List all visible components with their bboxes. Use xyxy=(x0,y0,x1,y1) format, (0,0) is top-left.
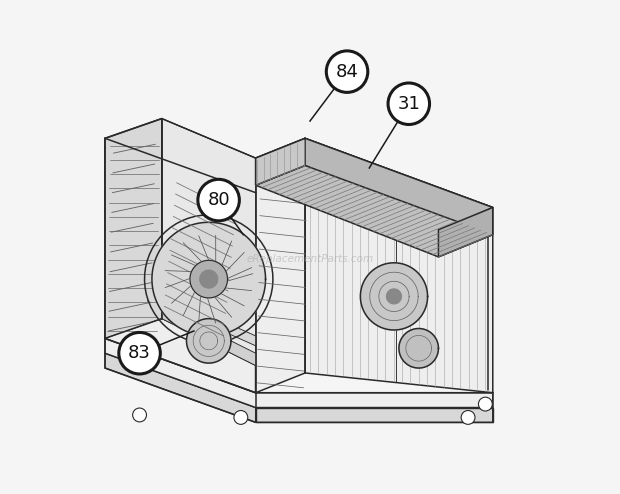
Text: 84: 84 xyxy=(335,63,358,81)
Polygon shape xyxy=(162,119,255,358)
Polygon shape xyxy=(152,222,265,336)
Circle shape xyxy=(479,397,492,411)
Polygon shape xyxy=(105,353,255,422)
Polygon shape xyxy=(162,306,255,366)
Circle shape xyxy=(234,411,248,424)
Polygon shape xyxy=(360,263,428,330)
Text: 31: 31 xyxy=(397,95,420,113)
Polygon shape xyxy=(255,138,305,185)
Polygon shape xyxy=(190,260,228,298)
Polygon shape xyxy=(255,408,493,422)
Polygon shape xyxy=(255,165,493,257)
Polygon shape xyxy=(387,289,401,304)
Text: eReplacementParts.com: eReplacementParts.com xyxy=(246,254,374,264)
Circle shape xyxy=(198,179,239,221)
Polygon shape xyxy=(438,207,493,257)
Polygon shape xyxy=(305,138,493,393)
Polygon shape xyxy=(162,294,255,346)
Text: 83: 83 xyxy=(128,344,151,362)
Polygon shape xyxy=(399,329,438,368)
Text: 80: 80 xyxy=(207,191,230,209)
Polygon shape xyxy=(255,138,305,393)
Polygon shape xyxy=(200,270,218,288)
Polygon shape xyxy=(187,319,231,363)
Circle shape xyxy=(133,408,146,422)
Polygon shape xyxy=(105,119,162,338)
Polygon shape xyxy=(105,338,493,408)
Circle shape xyxy=(461,411,475,424)
Circle shape xyxy=(326,51,368,92)
Polygon shape xyxy=(105,138,255,393)
Circle shape xyxy=(119,332,161,374)
Polygon shape xyxy=(255,138,493,227)
Circle shape xyxy=(388,83,430,124)
